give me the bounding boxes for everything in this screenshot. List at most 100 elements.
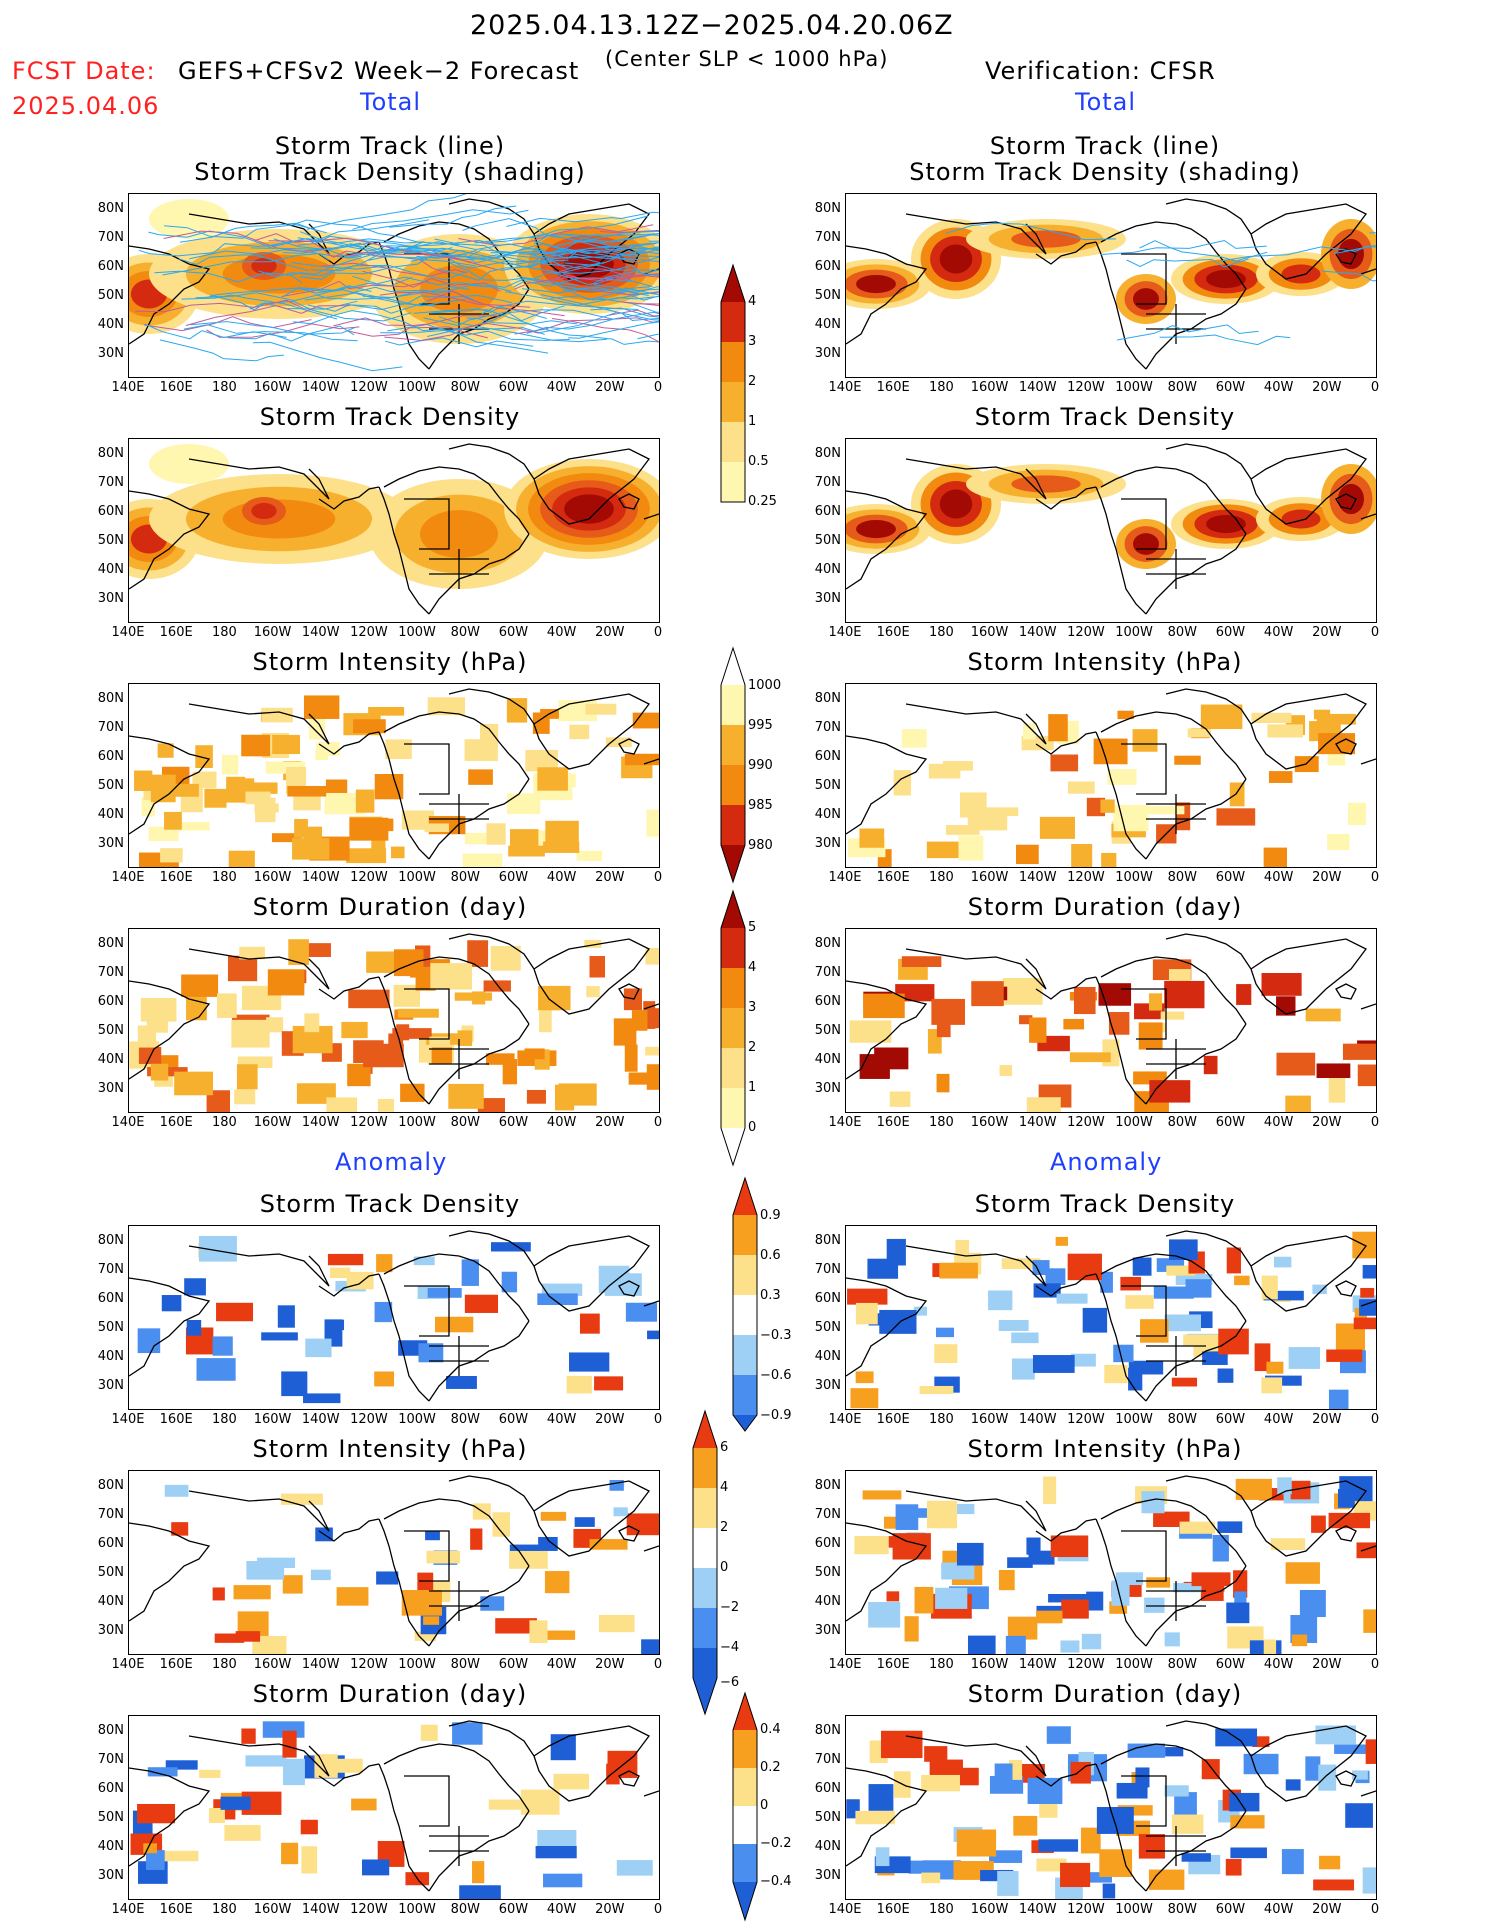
coastline: [129, 1767, 211, 1867]
lat-label: 40N: [97, 1349, 124, 1364]
shading-cell: [310, 1569, 331, 1581]
shading-cell: [1265, 1375, 1302, 1386]
coastline: [1095, 1273, 1147, 1402]
shading-cell: [1032, 1260, 1050, 1275]
shading-cell: [931, 998, 965, 1025]
lon-label: 140E: [828, 625, 862, 640]
shading-cell: [1099, 1849, 1133, 1877]
shading-cell: [901, 956, 942, 967]
shading-cell: [921, 1872, 941, 1884]
shading-cell: [960, 792, 987, 818]
shading-cell: [334, 1758, 363, 1773]
shading-cell: [1117, 710, 1134, 720]
shading-cell: [855, 1371, 874, 1384]
storm-track-line: [159, 339, 284, 362]
cbar-intensity-total-3: 985: [748, 798, 773, 813]
shading-cell: [566, 1375, 592, 1394]
shading-cell: [880, 1730, 923, 1759]
shading-cell: [647, 1330, 659, 1340]
shading-cell: [305, 1338, 332, 1358]
lon-label: 40W: [546, 1902, 577, 1917]
lon-label: 0: [1370, 1115, 1380, 1130]
shading-cell: [509, 1544, 542, 1556]
storm-track-line: [304, 292, 466, 307]
lon-label: 80W: [450, 1657, 480, 1672]
storm-track-line: [599, 230, 659, 234]
lat-label: 60N: [97, 1291, 124, 1306]
shading-cell: [875, 1847, 890, 1867]
lon-label: 140W: [301, 1412, 340, 1427]
coastline: [1100, 221, 1247, 290]
lon-label: 0: [653, 870, 663, 885]
shading-cell: [195, 745, 213, 768]
shading-contour: [1011, 230, 1081, 248]
shading-cell: [1165, 1747, 1184, 1757]
shading-cell: [1315, 1725, 1356, 1745]
shading-cell: [1164, 1785, 1189, 1797]
lat-label: 70N: [97, 1262, 124, 1277]
shading-cell: [605, 737, 632, 748]
shading-cell: [1285, 1779, 1301, 1791]
coastline: [1100, 1253, 1247, 1322]
coastline: [448, 1720, 535, 1757]
shading-cell: [1173, 1583, 1202, 1593]
lon-label: 160E: [876, 1115, 910, 1130]
shading-cell: [137, 1803, 176, 1824]
lat-label: 60N: [97, 1781, 124, 1796]
shading-cell: [586, 986, 600, 998]
coastline: [1095, 486, 1147, 615]
coastline: [1035, 1518, 1097, 1542]
lat-label: 60N: [97, 504, 124, 519]
storm-track-line: [297, 237, 465, 254]
shading-cell: [1347, 802, 1366, 826]
shading-cell: [315, 750, 328, 761]
shading-contour: [1281, 509, 1321, 529]
lon-label: 140E: [828, 1657, 862, 1672]
shading-cell: [1056, 1293, 1088, 1304]
lon-label: 160E: [876, 380, 910, 395]
storm-track-line: [273, 238, 453, 251]
lon-label: 20W: [1312, 380, 1342, 395]
shading-cell: [424, 823, 449, 833]
shading-cell: [889, 1091, 911, 1107]
lat-label: 50N: [814, 778, 841, 793]
cbar-density-total-3: 1: [748, 414, 757, 429]
shading-cell: [137, 1328, 161, 1354]
shading-cell: [1235, 1478, 1272, 1500]
coastline: [1121, 1530, 1167, 1582]
shading-cell: [1357, 1064, 1376, 1087]
lat-label: 30N: [814, 1081, 841, 1096]
colorbar-duration-anomaly: [732, 1691, 758, 1922]
coastline: [1335, 1770, 1357, 1787]
shading-cell: [1050, 1535, 1089, 1558]
shading-cell: [336, 1587, 369, 1606]
lat-label: 30N: [97, 1378, 124, 1393]
shading-cell: [1026, 1537, 1041, 1555]
lon-label: 100W: [1115, 1412, 1153, 1427]
lon-label: 160W: [253, 625, 292, 640]
shading-cell: [926, 841, 963, 859]
storm-track-line: [637, 333, 659, 340]
coastline: [643, 1300, 659, 1307]
lon-label: 140E: [111, 1412, 145, 1427]
shading-cell: [1185, 1279, 1212, 1298]
storm-track-line: [1100, 239, 1267, 255]
shading-cell: [879, 1309, 917, 1334]
shading-cell: [374, 1371, 395, 1387]
shading-cell: [1305, 1008, 1341, 1022]
shading-cell: [1108, 1012, 1130, 1035]
shading-cell: [624, 1044, 638, 1072]
lon-label: 120W: [350, 1115, 388, 1130]
shading-cell: [1026, 1097, 1061, 1112]
anom-duration-title-right: Storm Duration (day): [967, 1680, 1243, 1708]
lon-label: 60W: [498, 1902, 529, 1917]
lat-label: 80N: [97, 1233, 124, 1248]
coastline: [188, 1490, 330, 1532]
cbar-intensity-anom-3: 0: [720, 1560, 729, 1575]
storm-track-line: [195, 285, 372, 302]
shading-cell: [199, 1769, 221, 1778]
model-label: GEFS+CFSv2 Week−2 Forecast: [178, 57, 580, 85]
shading-cell: [1183, 1334, 1224, 1347]
coastline: [1146, 794, 1206, 834]
cbar-intensity-total-2: 990: [748, 758, 773, 773]
